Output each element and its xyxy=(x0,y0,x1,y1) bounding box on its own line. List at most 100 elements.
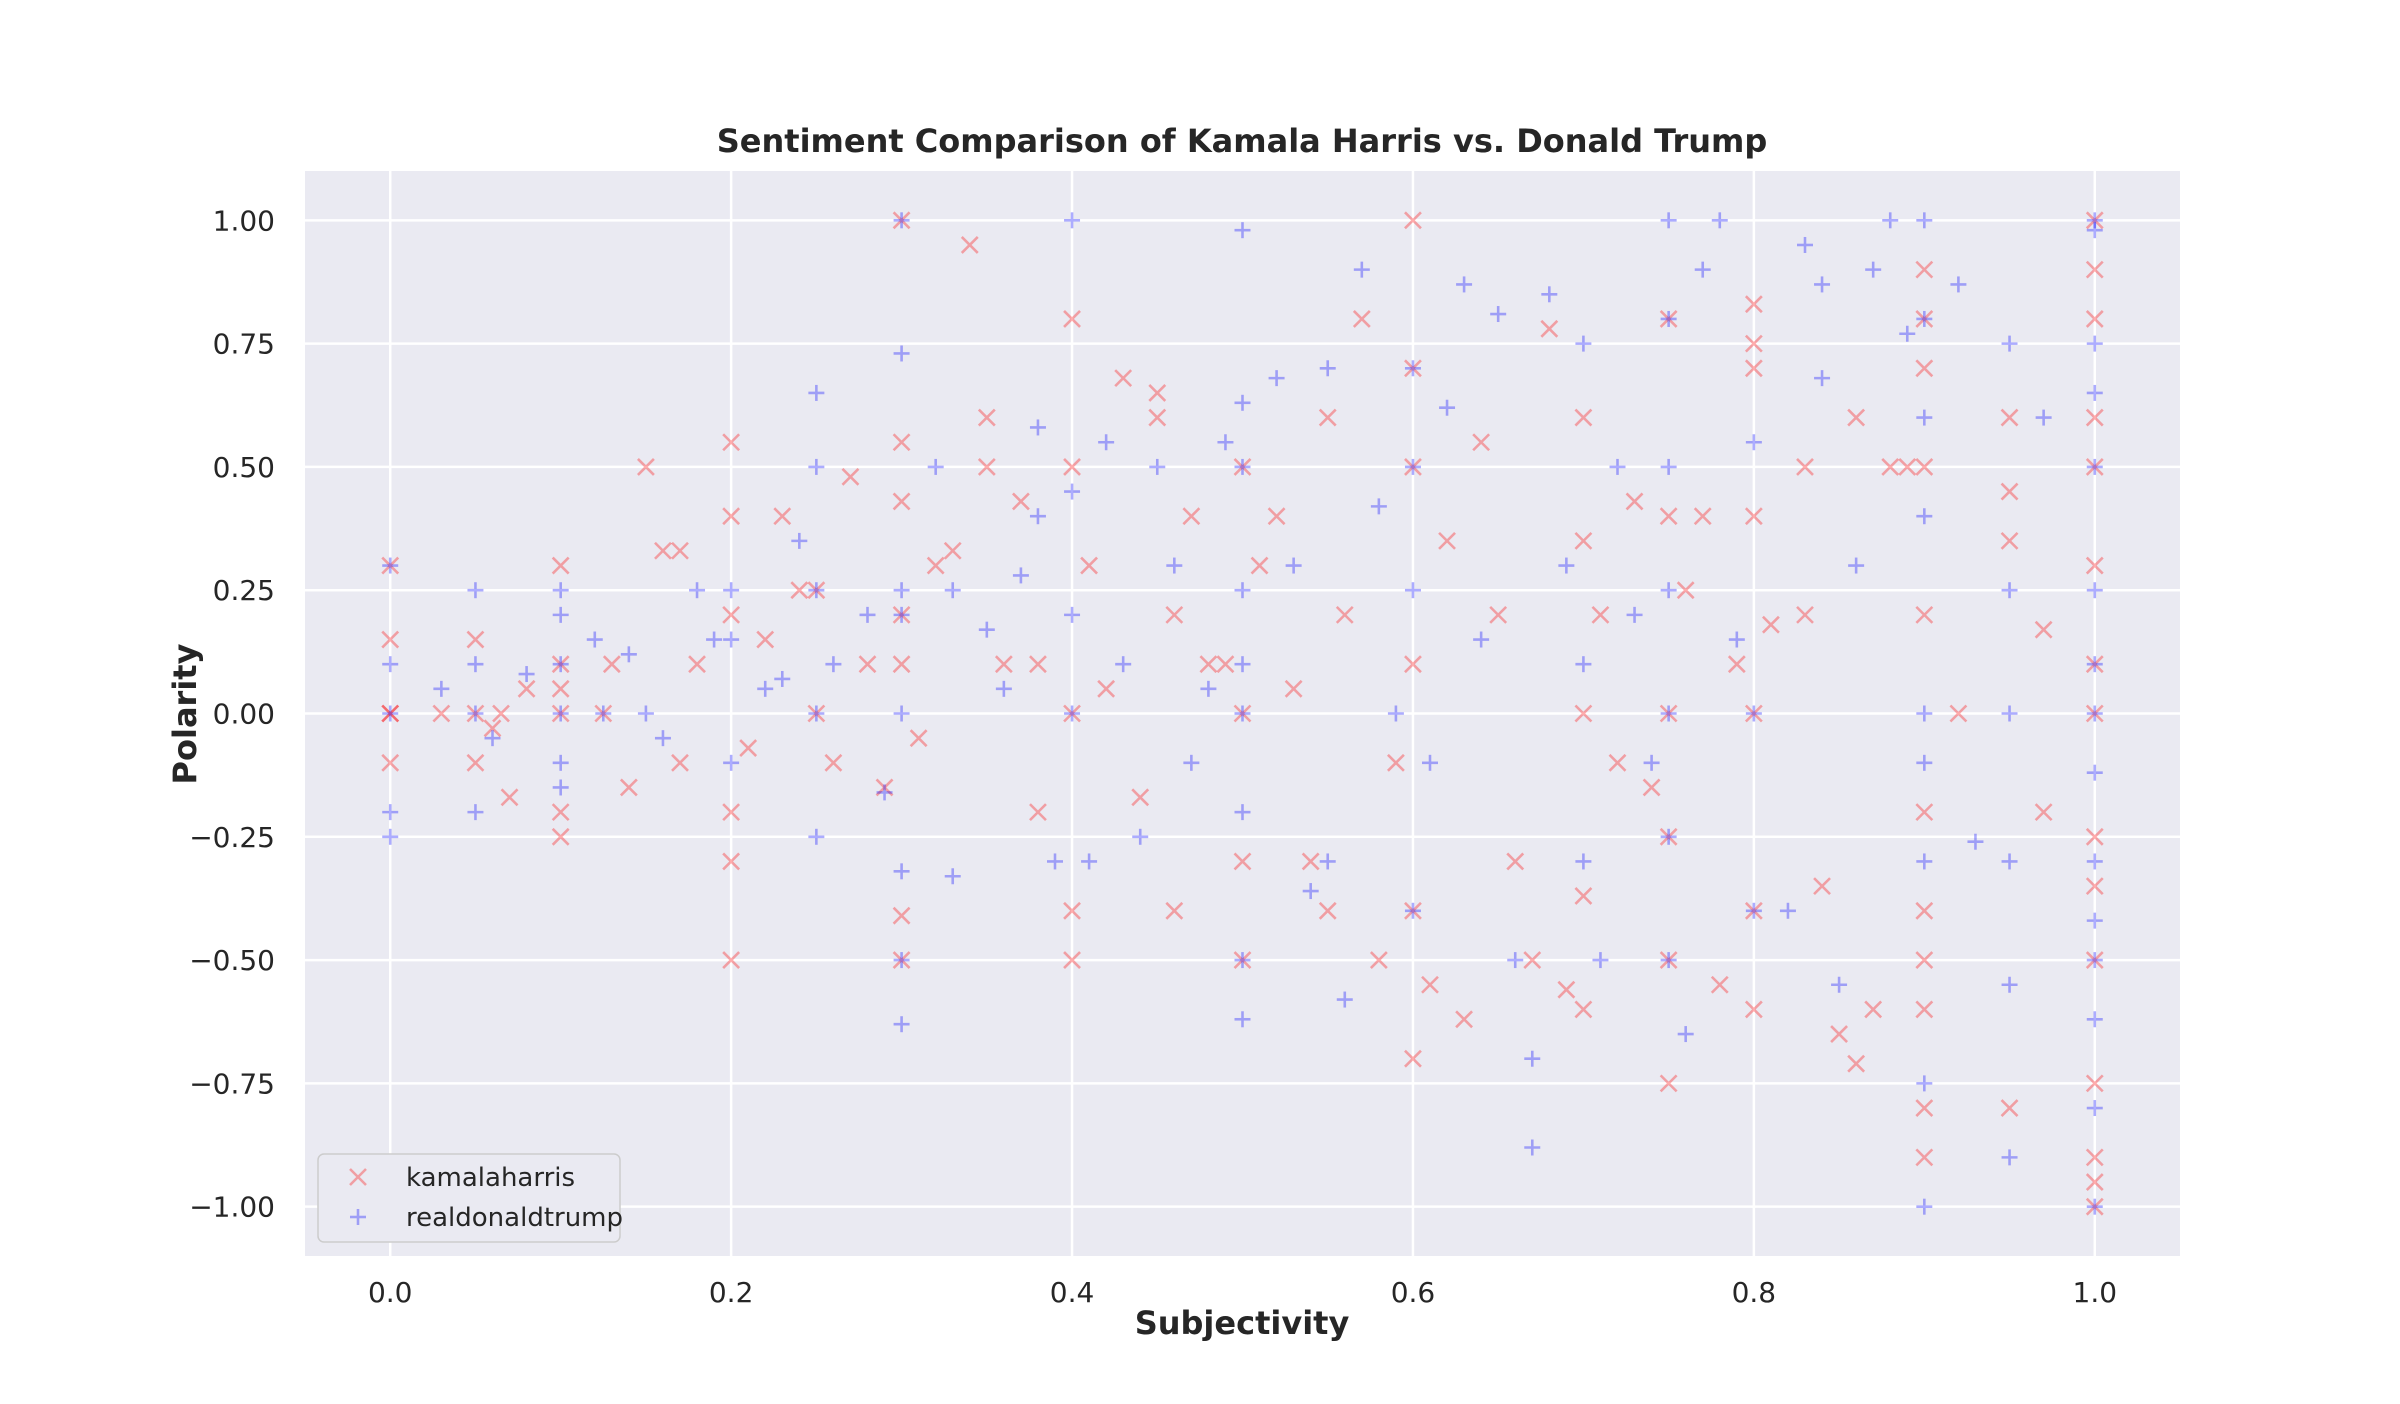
y-axis-label: Polarity xyxy=(166,643,204,784)
legend: kamalaharris realdonaldtrump xyxy=(317,1153,623,1243)
data-point-kamalaharris xyxy=(1915,605,1934,624)
data-point-kamalaharris xyxy=(654,541,672,560)
legend-marker-glyph xyxy=(349,1168,367,1186)
data-point-kamalaharris xyxy=(1830,1025,1849,1043)
data-point-realdonaldtrump xyxy=(1694,261,1711,278)
data-point-realdonaldtrump xyxy=(552,705,569,722)
data-point-realdonaldtrump xyxy=(382,705,399,722)
data-point-realdonaldtrump xyxy=(1848,557,1865,574)
data-point-kamalaharris xyxy=(1080,556,1099,575)
data-point-realdonaldtrump xyxy=(1660,828,1677,845)
data-point-kamalaharris xyxy=(2034,803,2053,822)
data-point-kamalaharris xyxy=(1898,457,1917,476)
data-point-realdonaldtrump xyxy=(1268,370,1285,387)
data-point-realdonaldtrump xyxy=(1660,458,1677,475)
y-tick-label: 1.00 xyxy=(213,204,275,237)
data-point-kamalaharris xyxy=(1233,704,1252,723)
data-point-realdonaldtrump xyxy=(1336,991,1353,1008)
data-point-realdonaldtrump xyxy=(1234,952,1251,969)
data-point-kamalaharris xyxy=(1489,605,1508,624)
data-point-realdonaldtrump xyxy=(1234,804,1251,821)
data-point-kamalaharris xyxy=(1915,260,1934,279)
data-point-realdonaldtrump xyxy=(757,680,774,697)
data-point-realdonaldtrump xyxy=(1916,853,1933,870)
legend-marker-glyph xyxy=(350,1209,366,1225)
data-point-realdonaldtrump xyxy=(1183,754,1200,771)
data-point-realdonaldtrump xyxy=(1745,434,1762,451)
data-point-realdonaldtrump xyxy=(2001,1149,2018,1166)
data-point-kamalaharris xyxy=(1881,457,1900,476)
data-point-realdonaldtrump xyxy=(1950,276,1967,293)
data-point-kamalaharris xyxy=(671,753,689,772)
data-point-realdonaldtrump xyxy=(637,705,654,722)
data-point-realdonaldtrump xyxy=(1098,434,1115,451)
data-point-realdonaldtrump xyxy=(1711,212,1728,229)
y-tick-label: 0.25 xyxy=(213,574,275,607)
data-point-kamalaharris xyxy=(432,704,451,723)
data-point-kamalaharris xyxy=(551,803,570,822)
data-point-realdonaldtrump xyxy=(552,582,569,599)
data-point-kamalaharris xyxy=(466,630,485,649)
data-point-realdonaldtrump xyxy=(2086,335,2103,352)
data-point-realdonaldtrump xyxy=(1439,399,1456,416)
data-point-realdonaldtrump xyxy=(2086,764,2103,781)
y-tick-label: 0.75 xyxy=(213,328,275,361)
data-point-kamalaharris xyxy=(381,753,400,772)
data-point-kamalaharris xyxy=(875,778,894,797)
data-point-kamalaharris xyxy=(381,556,400,575)
data-point-realdonaldtrump xyxy=(1047,853,1063,870)
data-point-realdonaldtrump xyxy=(2086,458,2103,475)
y-tick-label: −0.75 xyxy=(189,1067,275,1100)
data-point-kamalaharris xyxy=(2085,655,2104,674)
data-point-realdonaldtrump xyxy=(1916,754,1933,771)
data-point-kamalaharris xyxy=(2085,1197,2104,1216)
data-point-kamalaharris xyxy=(551,827,570,846)
data-point-realdonaldtrump xyxy=(1012,567,1029,584)
data-point-realdonaldtrump xyxy=(1029,508,1046,525)
data-point-kamalaharris xyxy=(1864,1000,1883,1019)
x-tick-label: 0.8 xyxy=(1732,1276,1777,1309)
data-point-realdonaldtrump xyxy=(1064,483,1081,500)
legend-box xyxy=(317,1153,621,1243)
x-tick-label: 0.4 xyxy=(1050,1276,1095,1309)
data-point-kamalaharris xyxy=(2000,482,2019,501)
data-point-realdonaldtrump xyxy=(2086,952,2103,969)
data-point-kamalaharris xyxy=(1148,408,1167,427)
data-point-kamalaharris xyxy=(841,467,860,486)
data-point-realdonaldtrump xyxy=(893,582,910,599)
data-point-kamalaharris xyxy=(1421,975,1439,994)
data-point-kamalaharris xyxy=(892,605,911,624)
data-point-kamalaharris xyxy=(977,408,996,427)
data-point-kamalaharris xyxy=(994,655,1013,674)
y-tick-label: −0.50 xyxy=(189,944,275,977)
data-point-kamalaharris xyxy=(1761,615,1780,634)
data-point-kamalaharris xyxy=(2085,951,2104,970)
data-point-kamalaharris xyxy=(1557,980,1576,999)
data-point-kamalaharris xyxy=(1744,507,1763,526)
data-point-kamalaharris xyxy=(1659,704,1678,723)
data-point-kamalaharris xyxy=(466,753,485,772)
data-point-kamalaharris xyxy=(1915,457,1934,476)
data-point-kamalaharris xyxy=(551,556,570,575)
data-point-realdonaldtrump xyxy=(944,868,961,885)
data-point-kamalaharris xyxy=(636,457,655,476)
data-point-kamalaharris xyxy=(1642,778,1661,797)
data-point-realdonaldtrump xyxy=(2001,582,2018,599)
data-point-kamalaharris xyxy=(1847,1054,1866,1073)
data-point-kamalaharris xyxy=(2085,408,2104,427)
data-point-kamalaharris xyxy=(1165,901,1184,920)
data-point-kamalaharris xyxy=(722,852,741,871)
data-point-realdonaldtrump xyxy=(2001,705,2018,722)
data-point-kamalaharris xyxy=(500,788,519,807)
data-point-kamalaharris xyxy=(1404,1049,1422,1068)
data-point-kamalaharris xyxy=(2000,1099,2019,1117)
x-axis-label: Subjectivity xyxy=(1135,1304,1350,1342)
data-point-kamalaharris xyxy=(2034,620,2053,639)
data-point-kamalaharris xyxy=(892,906,911,925)
data-point-realdonaldtrump xyxy=(2086,853,2103,870)
data-point-kamalaharris xyxy=(2085,704,2104,723)
y-tick-label: 0.00 xyxy=(213,698,275,731)
data-point-kamalaharris xyxy=(492,704,510,723)
data-point-kamalaharris xyxy=(1404,457,1422,476)
